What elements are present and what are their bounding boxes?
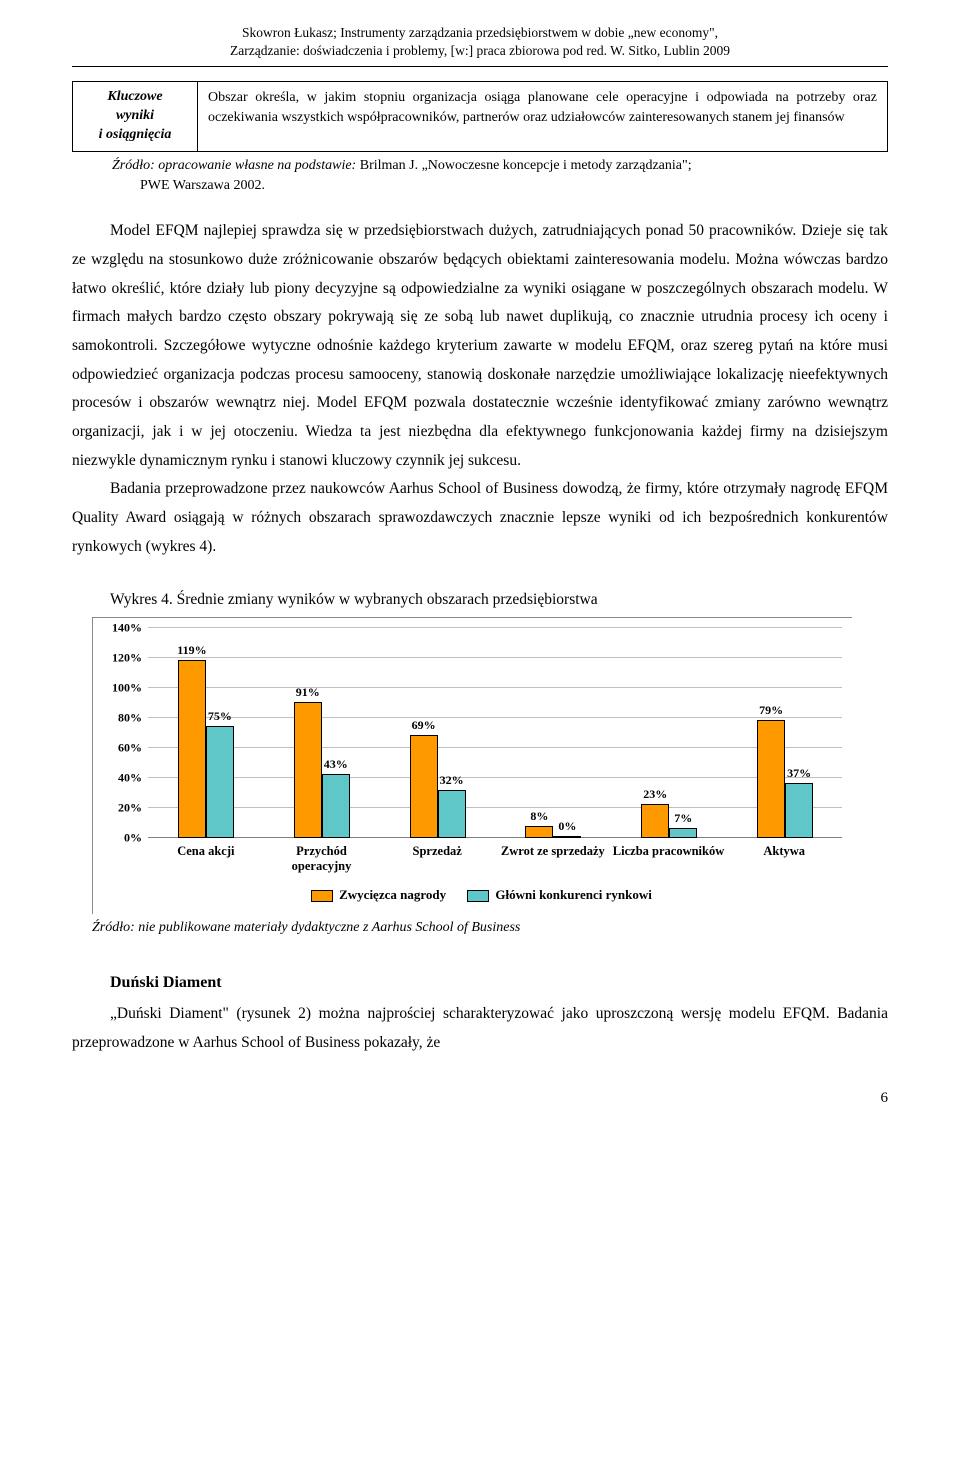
keybox-description: Obszar określa, w jakim stopniu organiza…: [198, 82, 887, 151]
bar-value-label: 119%: [177, 642, 206, 659]
chart-gridline: [148, 777, 842, 778]
chart-y-tick-label: 60%: [118, 740, 148, 757]
chart-bar-group: 119%75%: [176, 660, 236, 839]
chart-x-category: Przychód operacyjny: [264, 838, 380, 878]
closing-paragraph: „Duński Diament" (rysunek 2) można najpr…: [72, 1000, 888, 1057]
chart-x-category: Zwrot ze sprzedaży: [495, 838, 611, 878]
chart-title: Wykres 4. Średnie zmiany wyników w wybra…: [72, 589, 888, 611]
chart-gridline: [148, 657, 842, 658]
bar-competitor: 7%: [669, 828, 697, 839]
chart-gridline: [148, 627, 842, 628]
source1-prefix: Źródło: opracowanie własne na podstawie:: [112, 158, 356, 173]
bar-value-label: 0%: [558, 818, 576, 835]
bar-value-label: 8%: [530, 808, 548, 825]
bar-winner: 119%: [178, 660, 206, 839]
chart-source: Źródło: nie publikowane materiały dydakt…: [92, 918, 888, 938]
chart-baseline: [148, 837, 842, 838]
bar-value-label: 75%: [208, 708, 232, 725]
header-line-2: Zarządzanie: doświadczenia i problemy, […: [230, 43, 730, 58]
bar-winner: 23%: [641, 804, 669, 839]
bar-winner: 8%: [525, 826, 553, 838]
bar-winner: 69%: [410, 735, 438, 839]
bar-competitor: 32%: [438, 790, 466, 838]
legend-label-winner: Zwycięzca nagrody: [339, 887, 446, 902]
body-paragraph-2: Badania przeprowadzone przez naukowców A…: [72, 475, 888, 561]
chart-gridline: [148, 687, 842, 688]
legend-swatch-competitors: [467, 890, 489, 902]
chart-y-tick-label: 140%: [112, 620, 148, 637]
keybox-left-1: Kluczowe: [107, 89, 162, 104]
chart-x-category: Sprzedaż: [379, 838, 495, 878]
bar-chart: 0%20%40%60%80%100%120%140%119%75%91%43%6…: [92, 617, 852, 914]
bar-value-label: 23%: [643, 786, 667, 803]
body-paragraph-1: Model EFQM najlepiej sprawdza się w prze…: [72, 217, 888, 475]
chart-y-tick-label: 100%: [112, 680, 148, 697]
chart-y-tick-label: 0%: [124, 830, 148, 847]
body-text: Model EFQM najlepiej sprawdza się w prze…: [72, 217, 888, 561]
chart-gridline: [148, 747, 842, 748]
keybox-left-label: Kluczowe wyniki i osiągnięcia: [73, 82, 198, 151]
section-heading: Duński Diament: [72, 972, 888, 994]
bar-value-label: 32%: [440, 772, 464, 789]
source1-tail: PWE Warszawa 2002.: [140, 178, 265, 193]
header-rule: [72, 66, 888, 67]
closing-text: „Duński Diament" (rysunek 2) można najpr…: [72, 1000, 888, 1057]
bar-value-label: 69%: [412, 717, 436, 734]
bar-value-label: 7%: [674, 810, 692, 827]
legend-label-competitors: Główni konkurenci rynkowi: [495, 887, 652, 902]
keybox-left-2: wyniki: [116, 108, 154, 123]
chart-x-category: Aktywa: [726, 838, 842, 878]
bar-competitor: 43%: [322, 774, 350, 839]
chart-legend: Zwycięzca nagrody Główni konkurenci rynk…: [93, 878, 852, 914]
chart-bar-group: 91%43%: [292, 702, 352, 839]
bar-value-label: 79%: [759, 702, 783, 719]
legend-swatch-winner: [311, 890, 333, 902]
bar-competitor: 0%: [553, 836, 581, 838]
header-citation: Skowron Łukasz; Instrumenty zarządzania …: [72, 24, 888, 60]
bar-value-label: 91%: [296, 684, 320, 701]
bar-winner: 79%: [757, 720, 785, 839]
chart-y-tick-label: 40%: [118, 770, 148, 787]
chart-gridline: [148, 807, 842, 808]
chart-bar-group: 69%32%: [408, 735, 468, 839]
source1-author: Brilman J. „Nowoczesne koncepcje i metod…: [356, 158, 691, 173]
chart-y-tick-label: 80%: [118, 710, 148, 727]
key-results-box: Kluczowe wyniki i osiągnięcia Obszar okr…: [72, 81, 888, 152]
bar-competitor: 37%: [785, 783, 813, 839]
page-number: 6: [72, 1088, 888, 1109]
chart-plot-area: 0%20%40%60%80%100%120%140%119%75%91%43%6…: [148, 628, 842, 838]
chart-x-category: Liczba pracowników: [611, 838, 727, 878]
bar-value-label: 43%: [324, 756, 348, 773]
chart-bar-group: 79%37%: [755, 720, 815, 839]
keybox-left-3: i osiągnięcia: [99, 127, 172, 142]
chart-y-tick-label: 20%: [118, 800, 148, 817]
header-line-1: Skowron Łukasz; Instrumenty zarządzania …: [242, 25, 718, 40]
chart-x-axis: Cena akcjiPrzychód operacyjnySprzedażZwr…: [148, 838, 842, 878]
bar-competitor: 75%: [206, 726, 234, 839]
bar-winner: 91%: [294, 702, 322, 839]
chart-bar-group: 23%7%: [639, 804, 699, 839]
bar-value-label: 37%: [787, 765, 811, 782]
chart-bar-group: 8%0%: [523, 826, 583, 838]
table-source: Źródło: opracowanie własne na podstawie:…: [112, 156, 888, 195]
chart-y-tick-label: 120%: [112, 650, 148, 667]
chart-x-category: Cena akcji: [148, 838, 264, 878]
chart-gridline: [148, 717, 842, 718]
